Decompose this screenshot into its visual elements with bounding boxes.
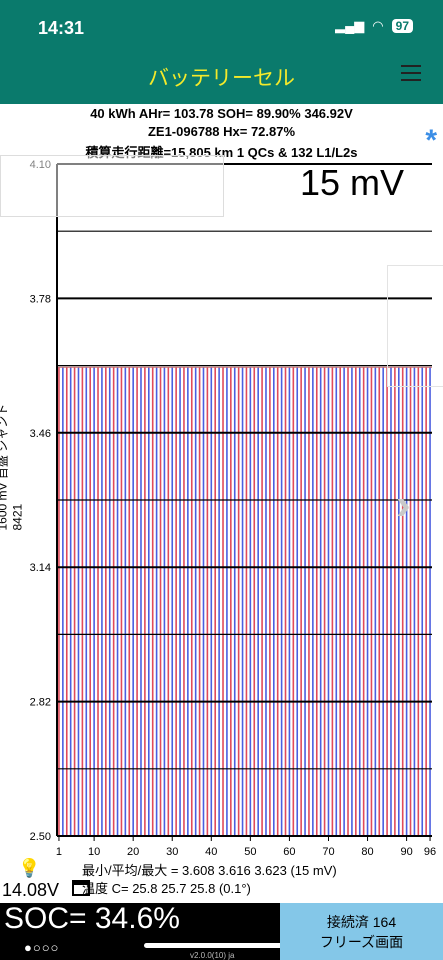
y-tick-label: 2.82: [30, 697, 51, 709]
battery-icon: 97: [391, 19, 413, 33]
info-line-2: ZE1-096788 Hx= 72.87%: [147, 124, 296, 139]
soc-bar: [0, 903, 280, 960]
x-tick-label: 20: [127, 846, 139, 858]
x-tick-label: 1: [56, 846, 62, 858]
x-tick-label: 10: [88, 846, 100, 858]
status-icons: ▂▄▆ ◠ 97: [335, 18, 413, 34]
soc-value: SOC= 34.6%: [4, 902, 180, 935]
status-time: 14:31: [38, 18, 85, 38]
y-tick-label: 3.14: [30, 562, 51, 574]
y-tick-label: 3.78: [30, 293, 51, 305]
calendar-icon[interactable]: [72, 880, 90, 896]
x-tick-label: 96: [424, 846, 436, 858]
connection-status: 接続済 164: [326, 914, 397, 930]
app-header: [0, 0, 443, 104]
x-tick-label: 30: [166, 846, 178, 858]
y-tick-label: 2.50: [30, 831, 51, 843]
aux-voltage: 14.08V: [2, 880, 60, 900]
next-page-chevron-icon[interactable]: ›: [396, 480, 411, 529]
chart-title: 15 mV: [300, 162, 405, 203]
temperature-stats: 温度 C= 25.8 25.7 25.8 (0.1°): [82, 881, 251, 896]
x-tick-label: 60: [283, 846, 295, 858]
x-tick-label: 80: [361, 846, 373, 858]
y-tick-label: 3.46: [30, 428, 51, 440]
cell-voltage-chart: 4.103.783.463.142.822.501102030405060708…: [30, 159, 437, 858]
connection-panel[interactable]: [280, 903, 443, 960]
overlay-box-right: [387, 265, 443, 387]
x-tick-label: 90: [400, 846, 412, 858]
home-indicator: [144, 943, 294, 948]
settings-asterisk-icon[interactable]: *: [425, 124, 437, 157]
y-axis-title: 1600 mV 目盛 シャント 8421: [0, 403, 25, 531]
menu-icon[interactable]: [401, 60, 421, 86]
page-indicator[interactable]: ●○○○: [24, 940, 60, 955]
lightbulb-icon[interactable]: 💡: [18, 858, 41, 878]
voltage-stats: 最小/平均/最大 = 3.608 3.616 3.623 (15 mV): [82, 863, 337, 878]
page-title: バッテリーセル: [148, 67, 295, 90]
x-tick-label: 40: [205, 846, 217, 858]
info-line-1: 40 kWh AHr= 103.78 SOH= 89.90% 346.92V: [90, 106, 353, 121]
signal-icon: ▂▄▆: [335, 18, 365, 33]
version-label: v2.0.0(10) ja: [190, 951, 235, 960]
overlay-box: [0, 155, 224, 217]
freeze-screen-label[interactable]: フリーズ画面: [319, 934, 404, 950]
x-tick-label: 50: [244, 846, 256, 858]
wifi-icon: ◠: [372, 18, 384, 33]
x-tick-label: 70: [322, 846, 334, 858]
